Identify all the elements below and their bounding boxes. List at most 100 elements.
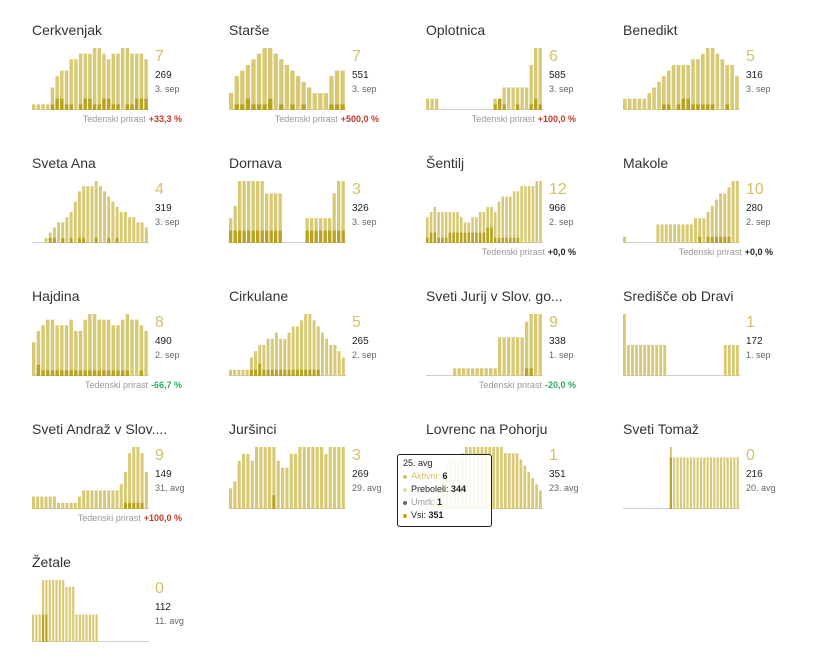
bar[interactable] bbox=[302, 447, 306, 509]
bar[interactable] bbox=[715, 53, 720, 110]
bar[interactable] bbox=[82, 186, 86, 243]
bar[interactable] bbox=[270, 338, 274, 376]
bar[interactable] bbox=[41, 325, 45, 376]
bar[interactable] bbox=[254, 351, 258, 376]
bar[interactable] bbox=[40, 496, 44, 509]
bar[interactable] bbox=[478, 212, 482, 243]
bar[interactable] bbox=[55, 580, 58, 642]
bar[interactable] bbox=[437, 212, 440, 243]
bar[interactable] bbox=[307, 447, 311, 509]
bar[interactable] bbox=[719, 457, 723, 509]
bar[interactable] bbox=[500, 447, 503, 509]
bar[interactable] bbox=[631, 345, 634, 376]
bar-plot[interactable] bbox=[229, 179, 346, 243]
bar[interactable] bbox=[97, 48, 101, 110]
bar-plot[interactable] bbox=[623, 46, 740, 110]
bar[interactable] bbox=[276, 460, 280, 509]
bar[interactable] bbox=[623, 236, 626, 243]
bar[interactable] bbox=[466, 368, 470, 376]
bar[interactable] bbox=[340, 70, 345, 110]
municipality-chart[interactable]: Oplotnica 6 585 3. sep Tedenski prirast +100,… bbox=[394, 0, 584, 126]
bar[interactable] bbox=[723, 193, 727, 243]
bar[interactable] bbox=[140, 222, 144, 243]
bar[interactable] bbox=[735, 181, 739, 243]
bar[interactable] bbox=[731, 345, 735, 376]
bar[interactable] bbox=[75, 614, 78, 642]
bar[interactable] bbox=[325, 338, 329, 376]
bar[interactable] bbox=[705, 48, 710, 110]
bar[interactable] bbox=[83, 319, 87, 376]
bar[interactable] bbox=[651, 345, 655, 376]
bar[interactable] bbox=[448, 212, 452, 243]
bar[interactable] bbox=[337, 447, 341, 509]
bar[interactable] bbox=[493, 368, 497, 376]
bar-plot[interactable] bbox=[32, 578, 149, 642]
bar[interactable] bbox=[64, 325, 69, 376]
bar[interactable] bbox=[657, 81, 661, 110]
bar[interactable] bbox=[301, 81, 306, 110]
bar[interactable] bbox=[501, 196, 505, 244]
bar[interactable] bbox=[462, 368, 466, 376]
bar[interactable] bbox=[529, 314, 533, 376]
bar[interactable] bbox=[283, 338, 287, 376]
bar[interactable] bbox=[140, 453, 144, 509]
bar[interactable] bbox=[116, 325, 120, 376]
bar[interactable] bbox=[511, 87, 515, 110]
bar[interactable] bbox=[639, 345, 642, 376]
bar[interactable] bbox=[535, 484, 538, 509]
bar[interactable] bbox=[120, 48, 125, 110]
bar[interactable] bbox=[467, 222, 471, 243]
bar[interactable] bbox=[107, 196, 111, 244]
bar[interactable] bbox=[136, 222, 140, 243]
bar[interactable] bbox=[727, 345, 731, 376]
bar[interactable] bbox=[73, 201, 77, 243]
bar[interactable] bbox=[426, 217, 429, 243]
bar[interactable] bbox=[233, 369, 237, 376]
bar[interactable] bbox=[726, 457, 729, 509]
bar[interactable] bbox=[90, 186, 94, 243]
bar[interactable] bbox=[539, 181, 542, 243]
bar[interactable] bbox=[429, 212, 433, 243]
bar[interactable] bbox=[627, 98, 632, 110]
bar[interactable] bbox=[85, 614, 88, 642]
bar[interactable] bbox=[256, 53, 262, 110]
bar[interactable] bbox=[312, 93, 317, 110]
bar[interactable] bbox=[525, 321, 529, 376]
bar[interactable] bbox=[671, 64, 676, 110]
bar[interactable] bbox=[115, 206, 119, 243]
bar[interactable] bbox=[259, 447, 263, 509]
bar[interactable] bbox=[520, 337, 524, 376]
bar[interactable] bbox=[98, 490, 102, 509]
bar[interactable] bbox=[435, 98, 439, 110]
bar[interactable] bbox=[696, 59, 700, 110]
bar-plot[interactable] bbox=[623, 445, 740, 509]
bar[interactable] bbox=[699, 457, 703, 509]
bar[interactable] bbox=[459, 217, 463, 243]
bar[interactable] bbox=[300, 320, 304, 376]
bar[interactable] bbox=[713, 457, 716, 509]
bar[interactable] bbox=[289, 453, 293, 509]
bar-plot[interactable] bbox=[623, 179, 740, 243]
bar[interactable] bbox=[233, 205, 237, 243]
bar[interactable] bbox=[90, 490, 94, 509]
bar[interactable] bbox=[144, 330, 148, 376]
bar-plot[interactable] bbox=[229, 312, 346, 376]
bar[interactable] bbox=[111, 53, 116, 110]
bar[interactable] bbox=[677, 224, 681, 243]
bar[interactable] bbox=[262, 48, 267, 110]
bar[interactable] bbox=[125, 48, 130, 110]
bar[interactable] bbox=[106, 319, 111, 376]
bar[interactable] bbox=[333, 345, 337, 376]
bar[interactable] bbox=[44, 496, 48, 509]
bar[interactable] bbox=[304, 314, 308, 376]
bar[interactable] bbox=[69, 212, 73, 243]
bar[interactable] bbox=[685, 224, 689, 243]
bar[interactable] bbox=[679, 457, 682, 509]
bar-plot[interactable] bbox=[623, 312, 740, 376]
bar[interactable] bbox=[88, 614, 91, 642]
bar[interactable] bbox=[65, 586, 68, 642]
bar[interactable] bbox=[144, 227, 148, 244]
bar[interactable] bbox=[139, 53, 144, 110]
bar[interactable] bbox=[134, 53, 139, 110]
bar[interactable] bbox=[242, 181, 246, 243]
